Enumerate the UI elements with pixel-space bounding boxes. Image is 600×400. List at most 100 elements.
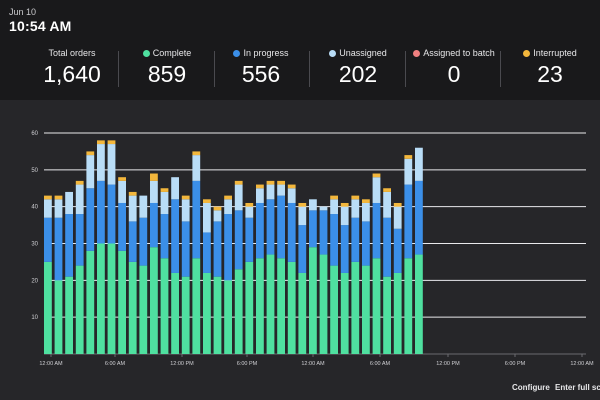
- bar-segment-interrupted: [75, 180, 84, 185]
- x-tick-label: 6:00 PM: [505, 361, 526, 367]
- bar-segment-complete: [415, 254, 423, 354]
- bar-segment-unassigned: [44, 199, 52, 218]
- bar-segment-complete: [128, 261, 137, 354]
- bar-segment-complete: [139, 265, 148, 354]
- bar-segment-unassigned: [287, 188, 296, 203]
- stat-divider: [405, 51, 406, 87]
- bar-segment-interrupted: [372, 173, 381, 178]
- bar-segment-unassigned: [150, 180, 158, 203]
- x-tick-label: 12:00 AM: [39, 361, 63, 367]
- bar-segment-interrupted: [277, 180, 285, 185]
- bar-segment-interrupted: [107, 140, 116, 145]
- bar-segment-unassigned: [54, 199, 63, 218]
- bar-segment-interrupted: [192, 151, 201, 156]
- assigned-to-batch-dot-icon: [413, 49, 421, 57]
- bar-segment-unassigned: [319, 206, 328, 211]
- bar-segment-interrupted: [256, 184, 264, 189]
- complete-dot-icon: [142, 49, 150, 57]
- stat-divider: [309, 51, 310, 87]
- bar-segment-in-progress: [150, 202, 158, 248]
- bar-segment-interrupted: [118, 177, 126, 181]
- bar-segment-in-progress: [319, 210, 328, 255]
- stat-label: Unassigned: [339, 48, 387, 58]
- bar-segment-unassigned: [171, 177, 179, 200]
- stats-bar: Total orders 1,640 Complete 859 In progr…: [0, 47, 600, 93]
- bar-segment-unassigned: [234, 184, 243, 211]
- bar-segment-in-progress: [362, 221, 370, 266]
- bar-segment-in-progress: [404, 184, 413, 259]
- bar-segment-interrupted: [393, 202, 402, 207]
- bar-segment-complete: [393, 272, 402, 354]
- bar-segment-complete: [192, 258, 201, 354]
- bar-segment-interrupted: [234, 180, 243, 185]
- bar-segment-in-progress: [181, 221, 190, 277]
- bar-segment-complete: [309, 247, 317, 354]
- enter-fullscreen-button[interactable]: Enter full scr: [555, 383, 600, 392]
- bar-segment-interrupted: [54, 195, 63, 200]
- x-tick-label: 12:00 AM: [570, 361, 594, 367]
- bar-segment-in-progress: [372, 202, 381, 259]
- bar-segment-unassigned: [213, 210, 222, 222]
- bar-segment-interrupted: [44, 195, 52, 200]
- bar-segment-interrupted: [287, 184, 296, 189]
- bar-segment-complete: [330, 265, 338, 354]
- bar-segment-unassigned: [245, 206, 254, 218]
- in-progress-dot-icon: [233, 49, 241, 57]
- stat-label: Total orders: [48, 48, 96, 58]
- bar-segment-interrupted: [245, 202, 254, 207]
- bar-segment-unassigned: [415, 147, 423, 181]
- bar-segment-complete: [319, 254, 328, 354]
- bar-segment-unassigned: [404, 158, 413, 185]
- bar-segment-complete: [213, 276, 222, 354]
- bar-segment-interrupted: [362, 199, 370, 203]
- bar-segment-in-progress: [383, 217, 391, 277]
- configure-button[interactable]: Configure: [512, 383, 550, 392]
- bar-segment-unassigned: [298, 206, 307, 226]
- bar-segment-unassigned: [277, 184, 285, 196]
- stat-total-orders: Total orders 1,640: [24, 47, 120, 88]
- dashboard-header: Jun 10 10:54 AM Total orders 1,640 Compl…: [0, 0, 600, 100]
- bar-segment-in-progress: [139, 217, 148, 266]
- bar-segment-unassigned: [75, 184, 84, 215]
- bar-segment-complete: [245, 261, 254, 354]
- bar-segment-in-progress: [203, 232, 211, 273]
- bar-segment-complete: [351, 261, 360, 354]
- stat-label: In progress: [243, 48, 289, 58]
- unassigned-dot-icon: [329, 49, 337, 57]
- y-tick-label: 50: [31, 168, 38, 174]
- stat-divider: [214, 51, 215, 87]
- bar-segment-complete: [362, 265, 370, 354]
- bar-segment-in-progress: [224, 214, 232, 281]
- bar-segment-complete: [298, 272, 307, 354]
- bar-segment-unassigned: [256, 188, 264, 203]
- interrupted-dot-icon: [523, 49, 531, 57]
- bar-segment-interrupted: [330, 195, 338, 200]
- bar-segment-unassigned: [128, 195, 137, 222]
- y-tick-label: 40: [31, 205, 38, 211]
- bar-segment-in-progress: [266, 199, 275, 255]
- bar-segment-unassigned: [65, 191, 73, 215]
- stat-label: Assigned to batch: [423, 48, 495, 58]
- x-tick-label: 12:00 PM: [170, 361, 194, 367]
- bar-segment-interrupted: [160, 188, 169, 192]
- stat-value: 859: [147, 61, 187, 87]
- bar-segment-complete: [340, 272, 349, 354]
- bar-segment-unassigned: [192, 155, 201, 181]
- bar-segment-in-progress: [86, 188, 95, 251]
- bar-segment-unassigned: [160, 191, 169, 215]
- current-date: Jun 10: [9, 7, 37, 17]
- stat-label: Interrupted: [533, 48, 577, 58]
- stat-complete: Complete 859: [119, 47, 215, 88]
- bar-segment-unassigned: [118, 180, 126, 203]
- bar-segment-in-progress: [309, 210, 317, 248]
- bar-segment-complete: [150, 247, 158, 354]
- bar-segment-unassigned: [139, 195, 148, 218]
- stat-in-progress: In progress 556: [213, 47, 309, 88]
- bar-segment-unassigned: [107, 144, 116, 185]
- stat-label: Complete: [152, 48, 192, 58]
- bar-segment-in-progress: [118, 202, 126, 251]
- bar-segment-unassigned: [266, 184, 275, 200]
- bar-segment-unassigned: [330, 199, 338, 215]
- bar-segment-complete: [44, 261, 52, 354]
- bar-segment-complete: [287, 261, 296, 354]
